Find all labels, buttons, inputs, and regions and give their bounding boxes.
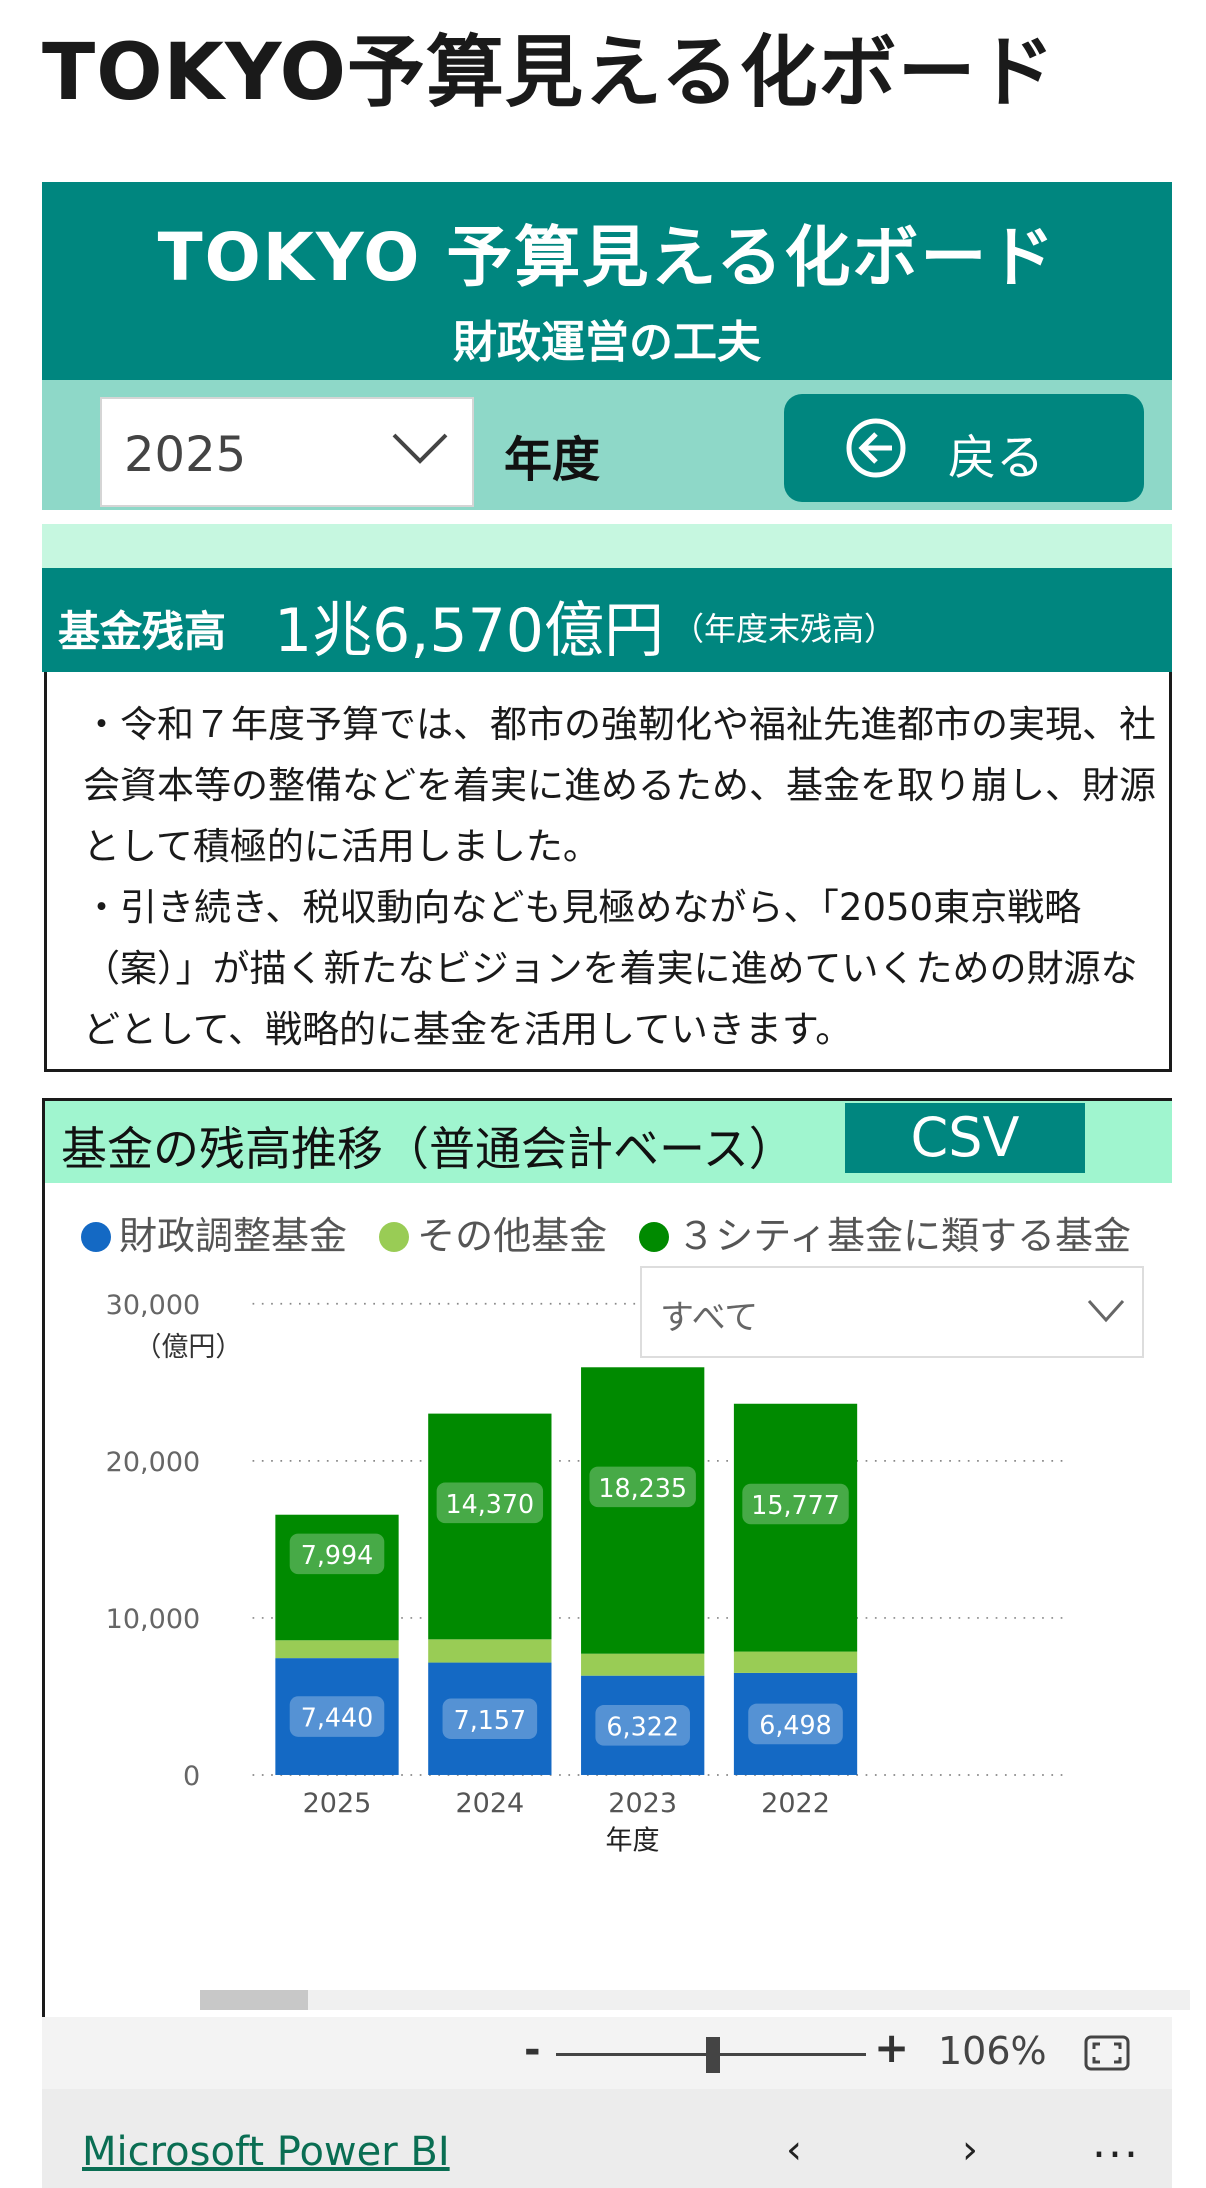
bar-segment <box>733 1403 858 1652</box>
data-label-bg <box>289 1533 385 1575</box>
fund-balance-chart: 0 10,000 20,000 30,000 （億円） 7,440 7,994 2025 7,1… <box>106 1290 1064 1856</box>
chevron-down-icon <box>392 433 448 464</box>
data-label-bg <box>436 1482 544 1524</box>
data-label: 6,498 <box>759 1710 832 1740</box>
data-label-bg <box>595 1705 690 1746</box>
x-tick-label: 2024 <box>455 1788 524 1819</box>
fund-balance-note: （年度末残高） <box>672 610 897 648</box>
bar-segment <box>733 1672 858 1775</box>
powerbi-link[interactable]: Microsoft Power BI <box>82 2129 450 2175</box>
zoom-out-button[interactable]: - <box>524 2027 541 2073</box>
data-label: 7,440 <box>301 1703 374 1733</box>
y-tick-label: 30,000 <box>106 1290 201 1321</box>
bar-segment <box>428 1662 552 1775</box>
legend-label: ３シティ基金に類する基金 <box>677 1214 1131 1258</box>
y-axis-label: （億円） <box>134 1332 242 1363</box>
x-tick-label: 2025 <box>303 1788 372 1819</box>
next-page-button[interactable]: › <box>962 2127 978 2173</box>
back-arrow-icon <box>846 418 906 478</box>
data-label: 7,157 <box>454 1705 527 1735</box>
fund-filter-value: すべて <box>660 1298 759 1338</box>
legend-label: その他基金 <box>417 1214 608 1258</box>
chevron-down-icon <box>1087 1299 1125 1323</box>
description-box: ・令和７年度予算では、都市の強靭化や福祉先進都市の実現、社会資本等の整備などを着… <box>44 672 1172 1072</box>
zoom-toolbar: - + 106% <box>42 2017 1172 2089</box>
bar-segment <box>581 1367 705 1654</box>
data-label-bg <box>289 1696 385 1737</box>
csv-button[interactable]: CSV <box>845 1103 1085 1173</box>
year-select[interactable]: 2025 <box>100 397 474 507</box>
fund-balance-value: 1兆6,570億円 <box>274 596 664 666</box>
data-label: 14,370 <box>446 1489 535 1519</box>
back-button[interactable]: 戻る <box>784 394 1144 502</box>
bar-segment <box>275 1514 399 1641</box>
data-label: 6,322 <box>606 1711 679 1741</box>
y-tick-label: 20,000 <box>106 1447 201 1478</box>
bar-segment <box>275 1640 399 1659</box>
legend-dot-icon <box>379 1222 410 1252</box>
zoom-level: 106% <box>938 2029 1047 2073</box>
more-options-button[interactable]: ... <box>1092 2117 1140 2168</box>
chart-title: 基金の残高推移（普通会計ベース） <box>61 1122 795 1176</box>
report-header: TOKYO 予算見える化ボード 財政運営の工夫 <box>42 182 1172 380</box>
x-tick-label: 2022 <box>761 1788 830 1819</box>
data-label: 15,777 <box>751 1490 840 1520</box>
legend-item-other[interactable]: その他基金 <box>379 1214 607 1258</box>
data-label: 7,994 <box>301 1540 374 1570</box>
footer-bar: Microsoft Power BI ‹ › ... <box>42 2089 1172 2188</box>
report-subtitle: 財政運営の工夫 <box>453 317 761 368</box>
year-label: 年度 <box>504 432 601 488</box>
spacer-band <box>42 524 1172 568</box>
year-select-value: 2025 <box>124 427 247 483</box>
fund-balance-label: 基金残高 <box>58 607 227 656</box>
bar-segment <box>581 1675 705 1775</box>
zoom-in-button[interactable]: + <box>874 2023 910 2072</box>
y-tick-label: 0 <box>183 1761 200 1792</box>
legend-dot-icon <box>639 1222 670 1252</box>
report-title: TOKYO 予算見える化ボード <box>157 219 1057 296</box>
zoom-slider-handle[interactable] <box>706 2037 720 2073</box>
x-axis-label: 年度 <box>606 1825 660 1856</box>
page-title: TOKYO予算見える化ボード <box>42 28 1056 118</box>
fund-balance-bar: 基金残高 1兆6,570億円 （年度末残高） <box>42 568 1172 672</box>
fit-to-page-icon[interactable] <box>1084 2035 1130 2071</box>
chart-legend: 財政調整基金 その他基金 ３シティ基金に類する基金 <box>81 1205 1151 1260</box>
fund-filter-select[interactable]: すべて <box>640 1266 1144 1358</box>
bar-segment <box>733 1651 858 1673</box>
description-paragraph-1: ・令和７年度予算では、都市の強靭化や福祉先進都市の実現、社会資本等の整備などを着… <box>83 703 1156 868</box>
data-label-bg <box>748 1703 843 1745</box>
x-tick-label: 2023 <box>608 1788 677 1819</box>
bar-segment <box>428 1639 552 1663</box>
bar-segment <box>275 1658 399 1775</box>
legend-item-zaisei[interactable]: 財政調整基金 <box>81 1214 347 1258</box>
bar-segment <box>428 1413 552 1640</box>
y-tick-label: 10,000 <box>106 1604 201 1635</box>
horizontal-scrollbar[interactable] <box>200 1990 1190 2010</box>
control-bar: 2025 年度 戻る <box>42 380 1172 510</box>
back-button-label: 戻る <box>948 430 1045 486</box>
bar-segment <box>581 1653 705 1676</box>
description-paragraph-2: ・引き続き、税収動向なども見極めながら、「2050東京戦略（案）」が描く新たなビ… <box>83 886 1138 1051</box>
scrollbar-thumb[interactable] <box>200 1990 308 2010</box>
legend-item-3city[interactable]: ３シティ基金に類する基金 <box>639 1214 1131 1258</box>
legend-dot-icon <box>81 1222 111 1252</box>
previous-page-button[interactable]: ‹ <box>786 2127 802 2173</box>
legend-label: 財政調整基金 <box>119 1214 348 1258</box>
data-label-bg <box>742 1483 849 1525</box>
data-label-bg <box>589 1466 696 1508</box>
data-label: 18,235 <box>598 1473 687 1503</box>
data-label-bg <box>442 1698 538 1740</box>
divider <box>56 516 1158 524</box>
